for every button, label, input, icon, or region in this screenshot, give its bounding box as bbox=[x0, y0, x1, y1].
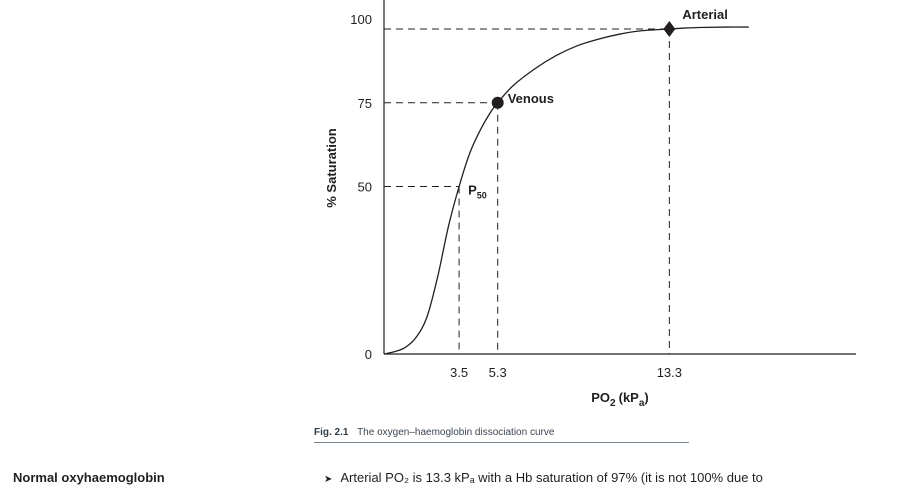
venous-marker bbox=[491, 96, 504, 109]
figure-caption: Fig. 2.1 The oxygen–haemoglobin dissocia… bbox=[314, 427, 554, 438]
x-tick-label: 13.3 bbox=[657, 365, 682, 380]
y-tick-label: 75 bbox=[358, 96, 372, 111]
x-tick-label: 3.5 bbox=[450, 365, 468, 380]
point-label: Venous bbox=[508, 91, 554, 106]
figure-caption-text: The oxygen–haemoglobin dissociation curv… bbox=[357, 427, 555, 438]
caption-rule bbox=[314, 442, 689, 443]
y-tick-label: 0 bbox=[365, 347, 372, 362]
y-tick-labels: 0 50 75 100 bbox=[350, 12, 372, 362]
x-tick-labels: 3.5 5.3 13.3 bbox=[450, 365, 682, 380]
figure-number: Fig. 2.1 bbox=[314, 427, 349, 438]
body-paragraph: ➤ Arterial PO₂ is 13.3 kPₐ with a Hb satu… bbox=[324, 470, 763, 485]
x-axis-label: PO2 (kPa) bbox=[591, 390, 649, 409]
point-label: Arterial bbox=[682, 7, 728, 22]
y-tick-label: 50 bbox=[358, 180, 372, 195]
dissociation-chart: Venous Arterial P50 0 50 75 100 3.5 5.3 13.3 % … bbox=[324, 0, 856, 409]
body-text: Arterial PO₂ is 13.3 kPₐ with a Hb satur… bbox=[340, 470, 763, 485]
point-markers: Venous Arterial P50 bbox=[468, 7, 728, 200]
x-tick-label: 5.3 bbox=[489, 365, 507, 380]
section-heading: Normal oxyhaemoglobin bbox=[13, 470, 165, 485]
dissociation-curve bbox=[383, 26, 749, 355]
arterial-marker bbox=[663, 21, 676, 38]
y-axis-label: % Saturation bbox=[324, 128, 339, 208]
y-tick-label: 100 bbox=[350, 12, 372, 27]
chart-axes bbox=[383, 0, 856, 355]
guide-lines bbox=[384, 28, 670, 354]
point-label: P50 bbox=[468, 183, 487, 201]
